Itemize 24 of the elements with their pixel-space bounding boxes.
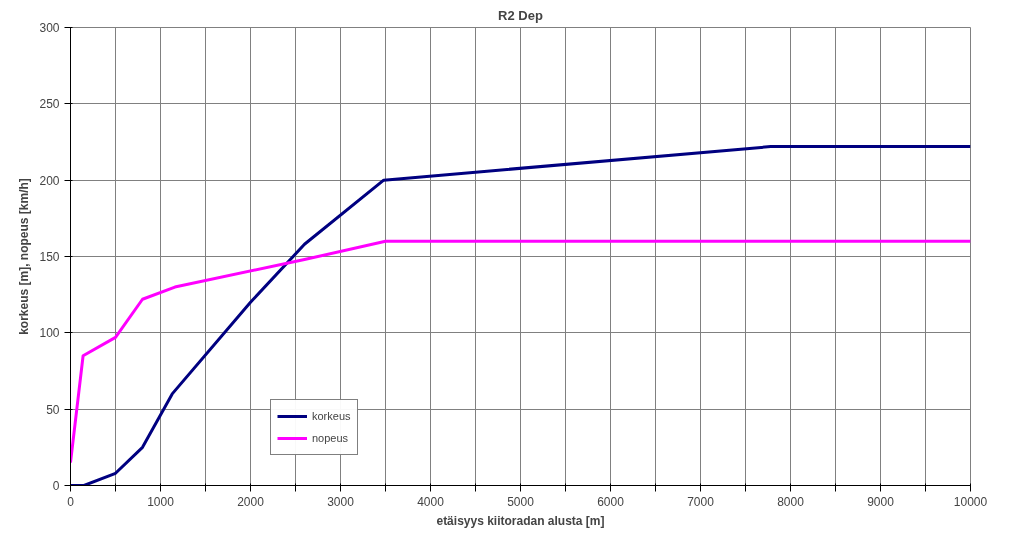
y-tick-label: 150 [39, 250, 60, 264]
y-tick-label: 100 [39, 326, 60, 341]
line-series [70, 239, 971, 465]
x-tick-label: 3000 [327, 494, 355, 509]
x-tick-label: 5000 [507, 494, 535, 509]
legend-label: nopeus [312, 432, 349, 444]
chart-title: R2 Dep [498, 7, 543, 23]
y-tick-label: 300 [39, 21, 60, 35]
x-tick-label: 7000 [687, 494, 715, 509]
x-tick-label: 10000 [953, 494, 988, 509]
y-tick-label: 50 [46, 402, 60, 417]
legend-label: korkeus [312, 410, 351, 422]
x-tick-label: 6000 [597, 494, 625, 509]
y-tick-label: 250 [39, 97, 60, 112]
y-tick-label: 0 [52, 479, 60, 493]
x-tick-label: 9000 [867, 494, 895, 509]
x-tick-label: 1000 [147, 494, 175, 509]
x-tick-label: 0 [67, 494, 75, 509]
y-axis-title: korkeus [m], nopeus [km/h] [17, 178, 32, 335]
x-tick-label: 4000 [417, 494, 445, 509]
x-axis-title: etäisyys kiitoradan alusta [m] [436, 513, 605, 528]
x-tick-label: 2000 [237, 494, 265, 509]
x-tick-label: 8000 [777, 494, 805, 509]
y-tick-label: 200 [39, 173, 60, 188]
